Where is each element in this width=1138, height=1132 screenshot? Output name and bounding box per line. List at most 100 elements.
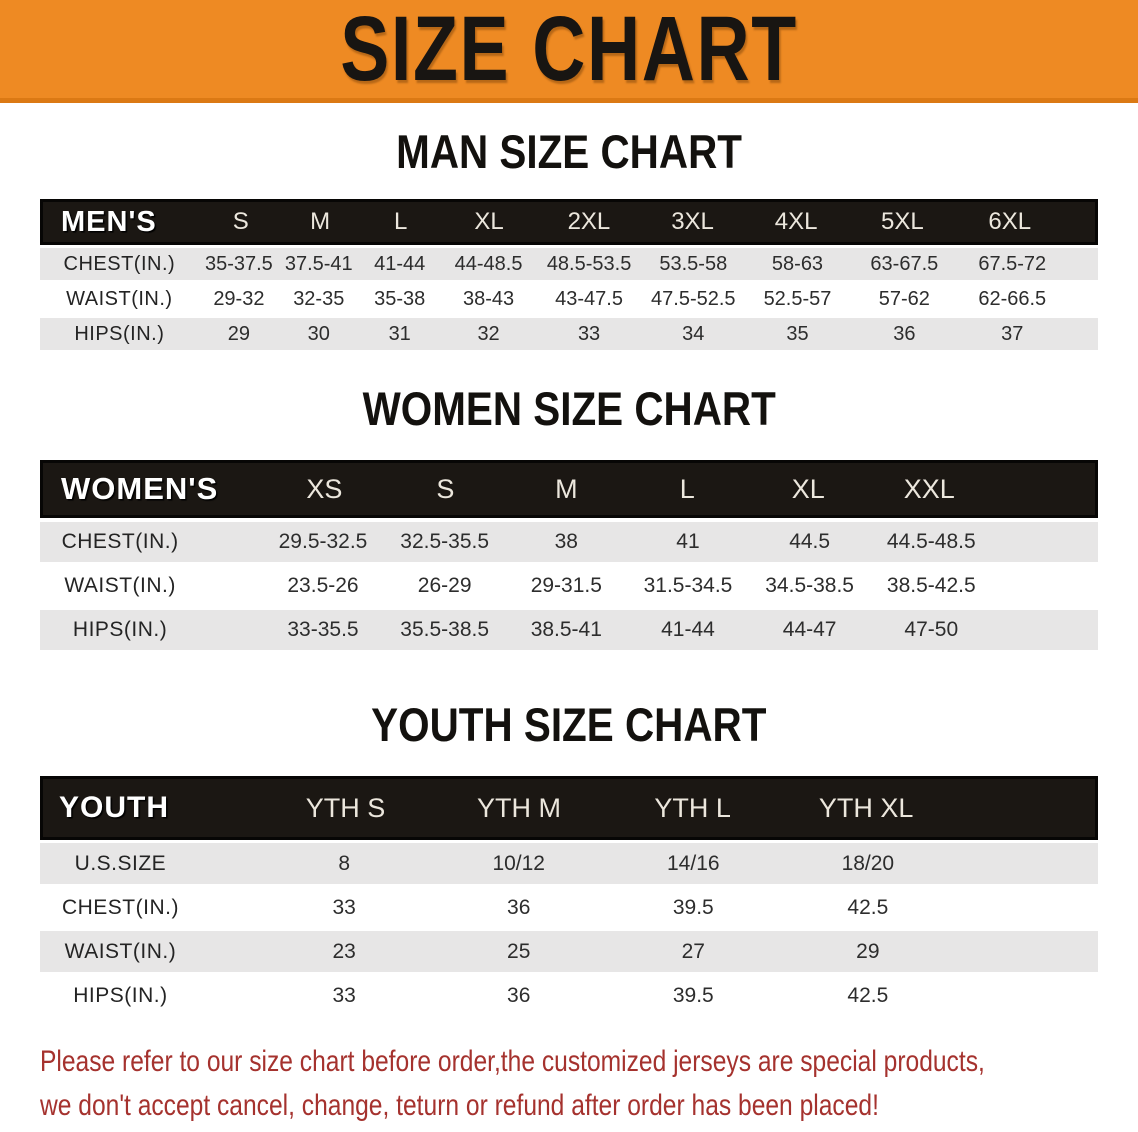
size-column-header: XXL	[903, 473, 955, 504]
measurement-label: CHEST(IN.)	[61, 895, 179, 919]
disclaimer-line-2: we don't accept cancel, change, teturn o…	[40, 1089, 879, 1122]
measurement-value: 34	[682, 322, 705, 345]
size-group-label: YOUTH	[59, 791, 169, 824]
measurement-value: 30	[307, 322, 330, 345]
measurement-value: 47.5-52.5	[651, 287, 736, 310]
size-column-header: S	[232, 208, 249, 235]
measurement-value: 31	[388, 322, 411, 345]
banner: SIZE CHART	[0, 0, 1138, 103]
table-row: HIPS(IN.) 33 36 39.5 42.5	[40, 975, 1098, 1016]
measurement-value: 8	[338, 851, 350, 875]
table-row: U.S.SIZE 8 10/12 14/16 18/20	[40, 843, 1098, 884]
disclaimer-text: Please refer to our size chart before or…	[40, 1040, 1138, 1128]
measurement-value: 29.5-32.5	[278, 530, 368, 553]
measurement-value: 23	[332, 939, 356, 963]
size-column-header: YTH S	[305, 792, 386, 823]
table-row: WAIST(IN.) 23 25 27 29	[40, 931, 1098, 972]
measurement-value: 42.5	[847, 983, 889, 1007]
size-column-header: 4XL	[774, 208, 818, 235]
men-section-title: MAN SIZE CHART	[396, 125, 742, 178]
measurement-value: 44.5-48.5	[886, 530, 976, 553]
women-size-table: WOMEN'S XS S M L XL XXL CHEST(IN.) 29.5-32.5 32.5…	[40, 460, 1098, 650]
size-column-header: YTH L	[654, 792, 731, 823]
size-column-header: XL	[791, 473, 825, 504]
measurement-value: 32.5-35.5	[400, 530, 490, 553]
measurement-value: 33	[332, 983, 356, 1007]
measurement-value: 25	[507, 939, 531, 963]
measurement-value: 32	[477, 322, 500, 345]
table-row: CHEST(IN.) 35-37.5 37.5-41 41-44 44-48.5 48.5…	[40, 248, 1098, 280]
measurement-value: 38.5-41	[530, 618, 602, 641]
measurement-label: HIPS(IN.)	[73, 983, 168, 1007]
measurement-value: 57-62	[878, 287, 930, 310]
measurement-value: 14/16	[667, 851, 720, 875]
measurement-value: 32-35	[293, 287, 345, 310]
size-group-label: WOMEN'S	[61, 471, 219, 506]
measurement-value: 38	[554, 530, 578, 553]
measurement-value: 35.5-38.5	[400, 618, 490, 641]
measurement-label: HIPS(IN.)	[72, 618, 168, 641]
measurement-value: 33	[577, 322, 601, 345]
measurement-value: 29-31.5	[530, 574, 602, 597]
measurement-value: 39.5	[672, 895, 714, 919]
measurement-label: CHEST(IN.)	[63, 252, 176, 275]
measurement-value: 33	[332, 895, 356, 919]
measurement-value: 67.5-72	[978, 252, 1047, 275]
measurement-value: 35	[786, 322, 809, 345]
measurement-label: U.S.SIZE	[74, 851, 167, 875]
measurement-value: 35-38	[374, 287, 426, 310]
size-column-header: XS	[306, 473, 343, 504]
size-column-header: 2XL	[567, 208, 611, 235]
size-column-header: L	[679, 473, 695, 504]
measurement-value: 41-44	[661, 618, 715, 641]
measurement-value: 36	[893, 322, 916, 345]
measurement-value: 39.5	[672, 983, 714, 1007]
measurement-value: 38.5-42.5	[886, 574, 976, 597]
measurement-value: 48.5-53.5	[546, 252, 632, 275]
table-row: WAIST(IN.) 23.5-26 26-29 29-31.5 31.5-34.5 34…	[40, 566, 1098, 606]
measurement-label: WAIST(IN.)	[66, 287, 173, 310]
measurement-label: CHEST(IN.)	[61, 530, 179, 553]
measurement-value: 27	[681, 939, 705, 963]
measurement-value: 10/12	[492, 851, 545, 875]
measurement-value: 23.5-26	[287, 574, 359, 597]
measurement-value: 44-48.5	[454, 252, 523, 275]
measurement-value: 18/20	[841, 851, 895, 875]
measurement-value: 26-29	[417, 574, 472, 597]
size-column-header: 3XL	[671, 208, 714, 235]
measurement-label: WAIST(IN.)	[64, 939, 177, 963]
measurement-value: 43-47.5	[555, 287, 623, 310]
measurement-value: 31.5-34.5	[643, 574, 733, 597]
measurement-value: 58-63	[771, 252, 824, 275]
measurement-value: 29-32	[213, 287, 265, 310]
measurement-value: 42.5	[847, 895, 889, 919]
measurement-value: 63-67.5	[870, 252, 939, 275]
youth-section-title: YOUTH SIZE CHART	[371, 698, 767, 751]
women-section: WOMEN SIZE CHART WOMEN'S XS S M L XL XXL CHEST(…	[0, 385, 1138, 650]
table-header-row: WOMEN'S XS S M L XL XXL	[40, 460, 1098, 518]
size-column-header: YTH M	[477, 792, 562, 823]
measurement-value: 38-43	[462, 287, 515, 310]
measurement-value: 37	[1001, 322, 1024, 345]
size-column-header: YTH XL	[818, 792, 914, 823]
measurement-value: 37.5-41	[284, 252, 353, 275]
table-row: WAIST(IN.) 29-32 32-35 35-38 38-43 43-47.5 47.…	[40, 283, 1098, 315]
size-column-header: XL	[474, 208, 504, 235]
measurement-value: 34.5-38.5	[765, 574, 854, 597]
size-column-header: M	[310, 208, 331, 235]
measurement-value: 62-66.5	[978, 287, 1047, 310]
table-row: HIPS(IN.) 29 30 31 32 33 34 35 36 37	[40, 318, 1098, 350]
size-column-header: 5XL	[881, 208, 924, 235]
measurement-value: 36	[507, 983, 531, 1007]
disclaimer-line-1: Please refer to our size chart before or…	[40, 1045, 985, 1078]
measurement-value: 44-47	[782, 618, 837, 641]
size-group-label: MEN'S	[61, 205, 157, 238]
measurement-value: 41	[676, 530, 700, 553]
measurement-value: 53.5-58	[659, 252, 728, 275]
youth-size-table: YOUTH YTH S YTH M YTH L YTH XL U.S.SIZE 8 10/12…	[40, 776, 1098, 1016]
table-row: CHEST(IN.) 33 36 39.5 42.5	[40, 887, 1098, 928]
measurement-value: 47-50	[904, 618, 959, 641]
measurement-value: 35-37.5	[204, 252, 273, 275]
men-size-table: MEN'S S M L XL 2XL 3XL 4XL 5XL 6XL CHEST(IN.) 35-37…	[40, 199, 1098, 350]
